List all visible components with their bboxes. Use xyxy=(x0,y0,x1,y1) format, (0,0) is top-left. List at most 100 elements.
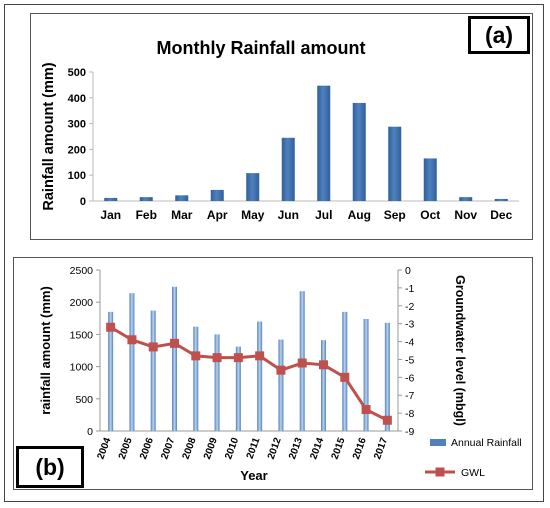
chart-b-gwl-point-2008 xyxy=(191,351,201,361)
chart-b-x-tick-label: 2015 xyxy=(330,436,348,461)
chart-b-x-tick-label: 2009 xyxy=(202,436,220,461)
chart-b-bar-2006 xyxy=(150,310,156,431)
chart-b-y-tick-label: 1000 xyxy=(70,362,94,374)
chart-b-gwl-point-2011 xyxy=(255,351,265,361)
chart-b-y2-tick-label: -9 xyxy=(405,426,414,438)
chart-b-x-tick-label: 2011 xyxy=(245,436,263,461)
chart-b-y-tick-label: 2500 xyxy=(70,265,94,277)
chart-b-y-axis-label: rainfall amount (mm) xyxy=(38,286,53,415)
panel-a: Monthly Rainfall amount Rainfall amount (… xyxy=(30,13,533,240)
monthly-rainfall-chart: Monthly Rainfall amount Rainfall amount (… xyxy=(41,38,519,222)
panel-a-label: (a) xyxy=(468,16,530,54)
chart-b-x-tick-label: 2006 xyxy=(138,436,156,461)
chart-b-gwl-point-2012 xyxy=(276,365,286,375)
chart-b-x-tick-label: 2004 xyxy=(96,436,114,461)
chart-a-y-tick-label: 200 xyxy=(68,144,86,156)
chart-b-y2-tick-label: -7 xyxy=(405,390,414,402)
chart-a-x-tick-label: Aug xyxy=(348,208,371,222)
chart-b-x-axis-label: Year xyxy=(240,468,267,483)
chart-a-y-tick-label: 400 xyxy=(68,93,86,105)
chart-a-bar-feb xyxy=(139,197,153,201)
panel-b: 0 500 1000 1500 2000 2500 0 -1 -2 -3 -4 -5 -6 -7 -8 -9 r… xyxy=(13,257,533,490)
chart-b-bar-2015 xyxy=(342,311,348,431)
chart-b-bar-2016 xyxy=(363,318,369,431)
legend-annual-rainfall-label: Annual Rainfall xyxy=(451,437,522,449)
chart-a-x-tick-label: Sep xyxy=(384,208,406,222)
chart-b-x-tick-label: 2010 xyxy=(223,436,241,461)
chart-a-x-tick-label: Oct xyxy=(420,208,440,222)
chart-b-x-tick-label: 2014 xyxy=(308,436,326,461)
chart-a-y-tick-label: 300 xyxy=(68,119,86,131)
chart-b-bar-2009 xyxy=(214,334,220,431)
annual-rainfall-gwl-chart: 0 500 1000 1500 2000 2500 0 -1 -2 -3 -4 -5 -6 -7 -8 -9 r… xyxy=(38,265,522,483)
chart-b-y-tick-label: 500 xyxy=(75,394,93,406)
chart-b-gwl-point-2013 xyxy=(297,358,307,368)
chart-a-x-tick-label: Mar xyxy=(171,208,193,222)
chart-a-x-tick-label: Dec xyxy=(490,208,512,222)
chart-a-bar-dec xyxy=(494,198,508,201)
chart-a-bar-jun xyxy=(281,137,295,201)
chart-b-bar-2005 xyxy=(129,293,135,431)
chart-a-x-tick-label: Jul xyxy=(315,208,332,222)
legend-annual-rainfall-swatch xyxy=(430,439,446,446)
chart-a-y-tick-label: 500 xyxy=(68,67,86,79)
chart-b-gwl-point-2004 xyxy=(106,322,116,332)
chart-b-y2-tick-label: -6 xyxy=(405,372,414,384)
chart-b-bar-2010 xyxy=(235,346,241,431)
chart-a-title: Monthly Rainfall amount xyxy=(157,38,366,58)
chart-b-bar-2004 xyxy=(108,311,114,431)
chart-b-bar-2007 xyxy=(172,286,177,431)
chart-b-gwl-point-2009 xyxy=(212,353,222,363)
chart-b-y-tick-label: 2000 xyxy=(70,297,94,309)
chart-a-x-tick-label: Jun xyxy=(278,208,299,222)
chart-a-y-axis-label: Rainfall amount (mm) xyxy=(41,62,57,210)
chart-b-y-tick-label: 1500 xyxy=(70,329,94,341)
panel-b-label: (b) xyxy=(16,446,84,488)
chart-b-gwl-point-2017 xyxy=(382,415,392,425)
chart-b-bar-2008 xyxy=(193,326,199,431)
chart-b-bar-2011 xyxy=(257,321,263,431)
chart-a-x-tick-label: Apr xyxy=(207,208,228,222)
chart-b-gwl-point-2015 xyxy=(340,372,350,382)
chart-a-y-tick-label: 0 xyxy=(80,196,86,208)
chart-a-bar-may xyxy=(246,173,260,201)
chart-b-y2-axis-label: Groundwater level (mbgl) xyxy=(453,275,467,426)
chart-b-gwl-point-2016 xyxy=(361,405,371,415)
chart-a-y-tick-label: 100 xyxy=(68,170,86,182)
chart-b-bar-2012 xyxy=(278,339,284,431)
chart-b-y2-tick-label: -3 xyxy=(405,319,414,331)
chart-b-y2-tick-label: -5 xyxy=(405,354,414,366)
chart-b-y2-tick-label: -8 xyxy=(405,408,414,420)
chart-b-x-tick-label: 2013 xyxy=(287,436,305,461)
chart-a-bar-aug xyxy=(352,102,366,201)
chart-a-x-tick-label: Jan xyxy=(100,208,121,222)
chart-b-gwl-point-2006 xyxy=(148,342,158,352)
chart-b-x-tick-label: 2017 xyxy=(372,436,390,461)
legend-gwl-label: GWL xyxy=(461,467,485,479)
chart-b-bar-2017 xyxy=(384,322,390,431)
chart-a-bar-oct xyxy=(423,158,437,201)
chart-b-x-tick-label: 2008 xyxy=(181,436,199,461)
chart-a-bar-apr xyxy=(210,189,224,201)
chart-a-x-tick-label: May xyxy=(241,208,265,222)
chart-a-bar-mar xyxy=(175,195,189,201)
chart-b-gwl-point-2007 xyxy=(170,338,179,348)
chart-b-x-tick-label: 2012 xyxy=(266,436,284,461)
chart-b-gwl-point-2014 xyxy=(319,360,328,370)
chart-a-bar-jul xyxy=(317,85,331,201)
chart-b-gwl-point-2010 xyxy=(233,353,243,363)
chart-a-x-tick-label: Feb xyxy=(136,208,157,222)
chart-b-x-tick-label: 2005 xyxy=(117,436,135,461)
chart-a-bar-jan xyxy=(104,197,118,201)
chart-b-bar-2014 xyxy=(321,340,326,431)
legend-gwl-marker xyxy=(435,467,445,477)
chart-a-x-tick-label: Nov xyxy=(454,208,477,222)
chart-b-x-tick-label: 2016 xyxy=(351,436,369,461)
chart-b-gwl-point-2005 xyxy=(127,335,137,345)
chart-a-bar-nov xyxy=(459,197,473,201)
chart-a-bar-sep xyxy=(388,126,402,201)
chart-b-x-tick-label: 2007 xyxy=(159,436,177,461)
chart-b-y2-tick-label: -2 xyxy=(405,301,414,313)
chart-b-y2-tick-label: -4 xyxy=(405,337,414,349)
chart-b-y2-tick-label: -1 xyxy=(405,283,414,295)
